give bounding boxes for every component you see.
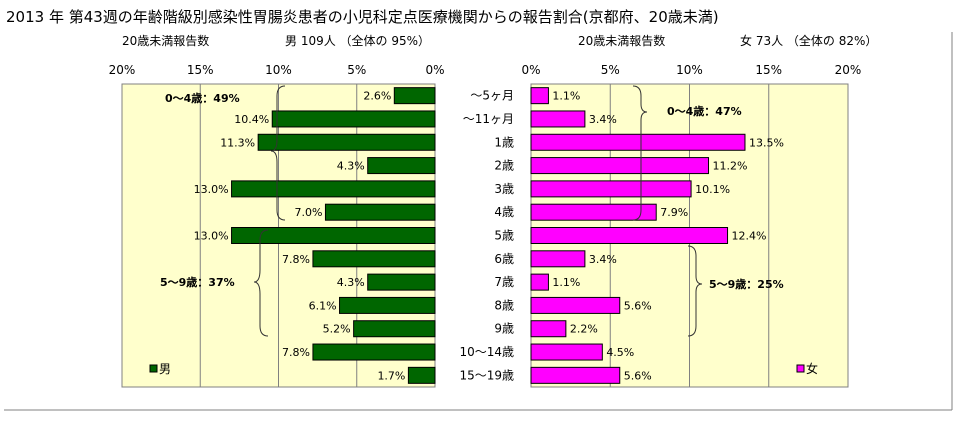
- category-label: 5歳: [494, 229, 514, 243]
- male-legend-label: 男: [159, 362, 171, 376]
- female-tick-label: 5%: [601, 63, 620, 77]
- female-data-label: 1.1%: [552, 276, 580, 289]
- male-data-label: 10.4%: [234, 113, 269, 126]
- female-total-header: 女 73人 （全体の 82%）: [740, 33, 877, 48]
- female-data-label: 1.1%: [552, 90, 580, 103]
- male-bar: [312, 343, 436, 361]
- male-bar: [312, 250, 436, 268]
- category-label: ～5ヶ月: [470, 89, 514, 103]
- male-annotation-0-4: 0～4歳：49%: [165, 91, 240, 105]
- male-total-header: 男 109人 （全体の 95%）: [285, 33, 430, 48]
- male-legend-marker: [149, 364, 158, 373]
- male-bar: [257, 133, 436, 151]
- male-data-label: 7.8%: [282, 253, 310, 266]
- female-bar: [530, 110, 586, 128]
- female-tick-label: 15%: [755, 63, 782, 77]
- male-tick-label: 0%: [425, 63, 444, 77]
- female-bar: [530, 87, 549, 105]
- male-data-label: 1.7%: [377, 369, 405, 382]
- male-bar: [231, 180, 436, 198]
- female-data-label: 3.4%: [589, 253, 617, 266]
- category-label: 4歳: [494, 205, 514, 219]
- female-bar: [530, 157, 710, 175]
- male-brace-5-9: [253, 229, 269, 337]
- male-data-label: 4.3%: [337, 276, 365, 289]
- male-bar: [231, 227, 436, 244]
- male-data-label: 13.0%: [194, 230, 229, 243]
- female-bar: [530, 366, 621, 384]
- male-bar: [271, 110, 436, 128]
- female-tick-label: 0%: [521, 63, 540, 77]
- category-label: 9歳: [494, 322, 514, 336]
- chart-title: 2013 年 第43週の年齢階級別感染性胃腸炎患者の小児科定点医療機関からの報告…: [6, 8, 719, 26]
- male-tick-label: 20%: [109, 63, 136, 77]
- category-label: 6歳: [494, 252, 514, 266]
- male-bar: [324, 203, 436, 221]
- female-brace-0-4: [632, 85, 648, 221]
- female-bar: [530, 180, 692, 198]
- male-data-label: 4.3%: [337, 160, 365, 173]
- category-label: 15～19歳: [459, 368, 514, 382]
- male-annotation-5-9: 5～9歳：37%: [160, 275, 235, 289]
- female-bar: [530, 296, 621, 314]
- female-data-label: 4.5%: [606, 346, 634, 359]
- female-brace-5-9: [687, 245, 703, 337]
- male-tick-label: 15%: [187, 63, 214, 77]
- female-data-label: 11.2%: [713, 160, 748, 173]
- category-label: 2歳: [494, 159, 514, 173]
- category-label: 8歳: [494, 298, 514, 312]
- female-data-label: 5.6%: [624, 369, 652, 382]
- category-label: 10～14歳: [459, 345, 514, 359]
- male-tick-label: 5%: [347, 63, 366, 77]
- category-label: 3歳: [494, 182, 514, 196]
- female-count-header: 20歳未満報告数: [578, 33, 665, 48]
- male-data-label: 2.6%: [363, 90, 391, 103]
- female-bar: [530, 343, 603, 361]
- female-bar: [530, 320, 567, 338]
- male-bar: [367, 157, 436, 175]
- female-bar: [530, 273, 549, 291]
- female-data-label: 5.6%: [624, 299, 652, 312]
- female-legend-marker: [796, 364, 805, 373]
- female-data-label: 10.1%: [695, 183, 730, 196]
- male-data-label: 11.3%: [220, 136, 255, 149]
- male-data-label: 13.0%: [194, 183, 229, 196]
- female-data-label: 7.9%: [660, 206, 688, 219]
- female-legend-label: 女: [806, 361, 818, 376]
- category-label: 7歳: [494, 275, 514, 289]
- male-count-header: 20歳未満報告数: [122, 33, 209, 48]
- female-bar: [530, 250, 586, 268]
- male-tick-label: 10%: [265, 63, 292, 77]
- female-annotation-0-4: 0～4歳：47%: [667, 104, 742, 118]
- female-data-label: 12.4%: [732, 230, 767, 243]
- female-tick-label: 20%: [835, 63, 862, 77]
- female-data-label: 3.4%: [589, 113, 617, 126]
- male-data-label: 5.2%: [323, 323, 351, 336]
- male-data-label: 6.1%: [309, 299, 337, 312]
- male-data-label: 7.8%: [282, 346, 310, 359]
- female-data-label: 13.5%: [749, 136, 784, 149]
- male-bar: [367, 273, 436, 291]
- category-label: 1歳: [494, 135, 514, 149]
- female-bar: [530, 133, 746, 151]
- category-label: ～11ヶ月: [463, 112, 514, 126]
- female-data-label: 2.2%: [570, 323, 598, 336]
- female-bar: [530, 203, 657, 221]
- female-annotation-5-9: 5～9歳：25%: [709, 277, 784, 291]
- male-data-label: 7.0%: [294, 206, 322, 219]
- female-bar: [530, 227, 729, 244]
- male-bar: [393, 87, 436, 105]
- male-bar: [407, 366, 436, 384]
- female-tick-label: 10%: [676, 63, 703, 77]
- male-brace-0-4: [270, 85, 286, 221]
- male-bar: [339, 296, 436, 314]
- male-bar: [353, 320, 436, 338]
